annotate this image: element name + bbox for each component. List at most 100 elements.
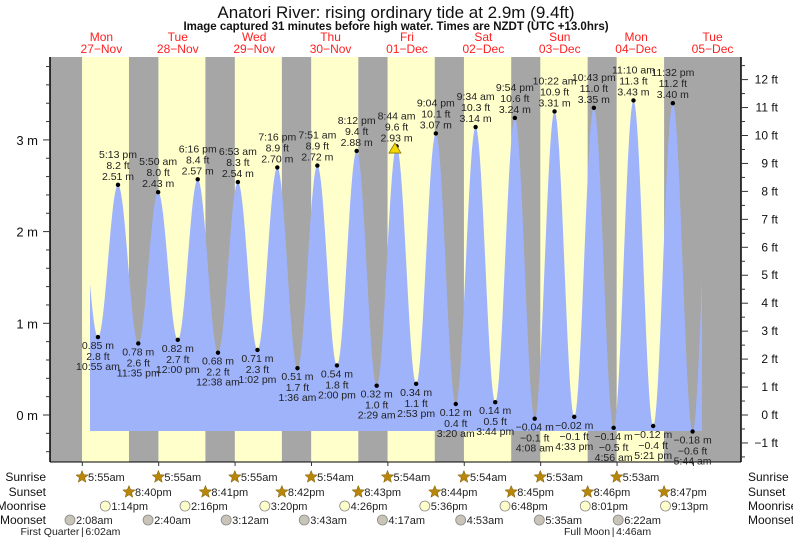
tide-time: 12:38 am <box>196 377 240 389</box>
right-tick-label: 12 ft <box>755 73 779 87</box>
tide-point <box>255 347 260 353</box>
moonset-time: 5:35am <box>545 515 582 527</box>
tide-m: 3.07 m <box>420 119 452 131</box>
tide-m: 0.12 m <box>440 407 472 419</box>
left-tick-label: 3 m <box>16 133 38 148</box>
tide-ft: 0.4 ft <box>444 418 467 430</box>
sunset-time: 8:47pm <box>670 487 707 499</box>
tide-time: 3:44 pm <box>476 426 514 438</box>
tide-time: 5:44 am <box>674 456 712 468</box>
day-name: Mon <box>90 30 113 44</box>
tide-time: 10:22 am <box>533 75 577 87</box>
tide-time: 7:16 pm <box>258 131 296 143</box>
moon-phase-divider: | <box>81 526 84 538</box>
tide-m: −0.02 m <box>555 420 593 432</box>
day-date: 01−Dec <box>386 42 428 56</box>
tide-point <box>473 124 478 130</box>
tide-m: 0.54 m <box>321 368 353 380</box>
moonrise-icon <box>339 500 351 512</box>
tide-point <box>354 148 359 154</box>
tide-point <box>315 163 320 168</box>
moonrise-time: 3:20pm <box>271 501 308 513</box>
moonset-icon <box>220 514 232 526</box>
sunrise-icon <box>151 469 166 483</box>
right-tick-label: 9 ft <box>761 156 778 170</box>
tide-m: 0.85 m <box>82 340 114 352</box>
tide-point <box>611 425 616 431</box>
moonrise-icon <box>99 500 111 512</box>
moonset-time: 2:40am <box>154 515 191 527</box>
tide-point <box>591 105 597 111</box>
sunrise-row-label-right: Sunrise <box>748 470 789 484</box>
moonset-time: 4:53am <box>467 515 504 527</box>
moonrise-icon <box>419 500 431 512</box>
sunset-row-label-right: Sunset <box>748 485 786 499</box>
tide-ft: 11.3 ft <box>619 75 647 87</box>
moonrise-time: 1:14pm <box>111 501 148 513</box>
tide-point <box>275 165 280 170</box>
tide-point <box>453 401 458 407</box>
tide-ft: 8.9 ft <box>306 141 329 153</box>
sunrise-icon <box>227 469 242 483</box>
moonrise-time: 4:26pm <box>351 501 388 513</box>
tide-m: 2.88 m <box>341 137 373 149</box>
moonrise-icon <box>660 500 671 512</box>
tide-area <box>90 101 702 432</box>
sunset-icon <box>122 484 136 498</box>
tide-point <box>155 189 161 195</box>
tide-time: 2:29 am <box>358 410 396 422</box>
tide-m: −0.04 m <box>516 422 554 434</box>
tide-time: 5:13 pm <box>99 149 137 161</box>
moonset-icon <box>64 514 76 526</box>
moonset-time: 4:17am <box>388 515 425 527</box>
tide-ft: 8.4 ft <box>186 154 209 166</box>
moonrise-icon <box>259 500 271 512</box>
tide-m: 0.78 m <box>122 346 154 358</box>
moonrise-time: 9:13pm <box>671 501 708 513</box>
sunset-time: 8:45pm <box>517 487 554 499</box>
tide-ft: 11.2 ft <box>659 78 687 90</box>
moonset-time: 6:22am <box>624 515 661 527</box>
tide-m: 0.51 m <box>281 371 313 383</box>
tide-time: 9:34 am <box>457 91 495 103</box>
tide-m: 2.43 m <box>142 178 174 190</box>
day-name: Sat <box>474 30 493 44</box>
right-tick-label: 0 ft <box>761 408 778 422</box>
moonrise-time: 2:16pm <box>191 501 228 513</box>
sunrise-time: 5:55am <box>164 472 201 484</box>
left-tick-label: 2 m <box>16 225 38 240</box>
moonrise-time: 8:01pm <box>591 501 628 513</box>
moon-phase-time: 4:46am <box>616 526 651 538</box>
sunrise-icon <box>380 469 395 483</box>
tide-point <box>552 109 557 114</box>
tide-point <box>493 399 498 405</box>
moonset-icon <box>377 514 388 526</box>
day-name: Sun <box>549 30 570 44</box>
sunrise-icon <box>533 469 548 483</box>
tide-point <box>235 179 241 185</box>
day-date: 27−Nov <box>81 42 123 56</box>
tide-ft: −0.1 ft <box>559 431 589 443</box>
tide-ft: 9.4 ft <box>345 126 368 138</box>
tide-point <box>295 366 300 371</box>
sunset-icon <box>657 484 671 498</box>
tide-ft: 2.6 ft <box>127 357 150 369</box>
tide-ft: 8.0 ft <box>146 167 169 179</box>
sunrise-time: 5:55am <box>241 472 278 484</box>
tide-m: 2.70 m <box>261 153 293 165</box>
tide-time: 2:53 pm <box>397 408 435 420</box>
right-tick-label: 5 ft <box>761 268 778 282</box>
tide-m: 2.51 m <box>102 171 134 183</box>
tide-point <box>670 101 676 106</box>
tide-time: 8:44 am <box>378 110 416 122</box>
tide-m: 0.32 m <box>361 389 393 401</box>
day-name: Wed <box>242 30 266 44</box>
sunset-icon <box>351 484 366 498</box>
tide-m: −0.18 m <box>673 435 711 447</box>
day-date: 05−Dec <box>692 42 734 56</box>
sunrise-time: 5:55am <box>88 472 125 484</box>
moon-phase-name: First Quarter <box>20 526 79 538</box>
moon-phase-name: Full Moon <box>564 526 610 538</box>
right-tick-label: 7 ft <box>761 212 778 226</box>
